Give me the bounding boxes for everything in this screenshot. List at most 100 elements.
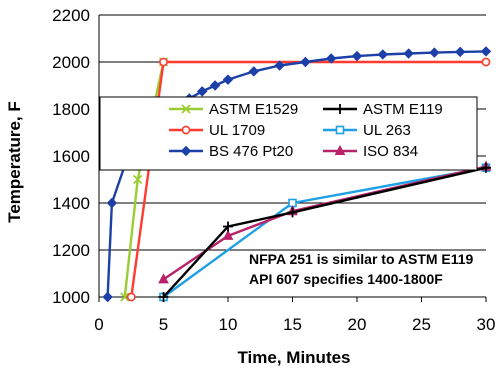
legend-box (99, 96, 478, 171)
point-bs-476-pt20-0-shape (102, 291, 113, 303)
y-tick-label-1000: 1000 (52, 288, 90, 307)
point-ul-1709-2-shape (481, 57, 491, 67)
point-ul-1709-0-shape (126, 292, 136, 302)
point-astm-e119-1 (223, 221, 233, 232)
y-tick-label-1600: 1600 (52, 147, 90, 166)
point-astm-e1529-0 (120, 292, 130, 302)
series-astm-e119 (158, 162, 491, 302)
point-ul-1709-1 (159, 57, 168, 67)
point-astm-e119-2-shape (287, 207, 298, 218)
legend-marker-bs-476-pt20 (180, 145, 192, 157)
point-iso-834-0-shape (158, 273, 169, 284)
point-bs-476-pt20-10-shape (222, 74, 234, 85)
legend-label-ul-263: UL 263 (363, 122, 411, 139)
point-bs-476-pt20-1-shape (106, 197, 118, 209)
legend-marker-iso-834-shape (334, 144, 346, 155)
x-tick-label-10: 10 (219, 315, 238, 334)
point-bs-476-pt20-18-shape (429, 47, 440, 58)
point-ul-1709-2 (481, 57, 491, 67)
point-bs-476-pt20-12 (274, 60, 285, 71)
axes: 1000 1200 1400 1600 1800 2000 2200 0 5 10 15 20 25 30 (52, 6, 495, 334)
point-bs-476-pt20-11 (248, 66, 260, 77)
point-bs-476-pt20-19 (454, 46, 466, 58)
x-tick-label-20: 20 (348, 315, 367, 334)
x-axis-title: Time, Minutes (237, 348, 350, 367)
point-ul-1709-0 (126, 292, 136, 302)
legend-item-astm-e119: ASTM E119 (323, 101, 443, 118)
x-tick-label-0: 0 (94, 315, 103, 334)
legend-marker-ul-1709 (181, 125, 191, 135)
point-bs-476-pt20-11-shape (248, 66, 260, 77)
legend-marker-bs-476-pt20-shape (180, 145, 192, 157)
point-bs-476-pt20-1 (106, 197, 118, 209)
point-bs-476-pt20-16 (377, 49, 389, 60)
point-bs-476-pt20-14-shape (325, 53, 337, 64)
legend-item-ul-263: UL 263 (323, 122, 411, 139)
point-bs-476-pt20-15-shape (351, 50, 363, 62)
x-tick-label-5: 5 (159, 315, 168, 334)
legend-marker-astm-e119 (335, 104, 345, 114)
point-bs-476-pt20-17 (403, 48, 414, 59)
point-bs-476-pt20-14 (325, 53, 337, 64)
point-astm-e1529-1 (133, 174, 143, 185)
point-bs-476-pt20-0 (102, 291, 113, 303)
legend-label-astm-e119: ASTM E119 (363, 101, 443, 118)
x-tick-label-25: 25 (412, 315, 431, 334)
point-astm-e1529-0-shape (120, 292, 130, 302)
point-bs-476-pt20-8-shape (196, 86, 208, 97)
legend-label-ul-1709: UL 1709 (209, 122, 265, 139)
point-bs-476-pt20-15 (351, 50, 363, 62)
point-astm-e119-1-shape (223, 221, 233, 232)
legend-marker-astm-e1529-shape (181, 104, 191, 114)
legend-marker-iso-834 (334, 144, 346, 155)
annotation-line-2: API 607 specifies 1400-1800F (249, 271, 443, 287)
legend-marker-ul-1709-shape (181, 125, 191, 135)
legend-item-astm-e1529: ASTM E1529 (169, 101, 298, 118)
point-bs-476-pt20-8 (196, 86, 208, 97)
point-astm-e119-3-shape (481, 162, 491, 173)
point-bs-476-pt20-16-shape (377, 49, 389, 60)
annotation-line-1: NFPA 251 is similar to ASTM E119 (249, 251, 474, 267)
legend-label-astm-e1529: ASTM E1529 (209, 101, 298, 118)
y-tick-label-2200: 2200 (52, 6, 90, 25)
point-astm-e119-0-shape (158, 292, 169, 302)
series-line-astm-e119 (162, 166, 487, 298)
point-bs-476-pt20-20-shape (480, 46, 492, 57)
annotations: NFPA 251 is similar to ASTM E119 API 607… (249, 251, 474, 287)
point-bs-476-pt20-13-shape (300, 56, 311, 68)
series-astm-e1529 (120, 57, 169, 302)
point-bs-476-pt20-18 (429, 47, 440, 58)
point-astm-e1529-1-shape (133, 174, 143, 185)
point-bs-476-pt20-9 (209, 80, 221, 91)
legend-marker-astm-e119-shape (335, 104, 345, 114)
point-iso-834-1-shape (222, 229, 234, 240)
point-bs-476-pt20-9-shape (209, 80, 221, 91)
y-tick-label-1400: 1400 (52, 194, 90, 213)
point-bs-476-pt20-19-shape (454, 46, 466, 58)
legend-item-bs-476-pt20: BS 476 Pt20 (169, 143, 293, 160)
legend-marker-ul-263 (335, 125, 345, 135)
point-bs-476-pt20-17-shape (403, 48, 414, 59)
point-astm-e119-3 (481, 162, 491, 173)
point-astm-e119-2 (287, 207, 298, 218)
point-bs-476-pt20-20 (480, 46, 492, 57)
legend-marker-ul-263-shape (335, 125, 345, 135)
legend-item-iso-834: ISO 834 (323, 143, 418, 160)
x-tick-label-15: 15 (283, 315, 302, 334)
legend-item-ul-1709: UL 1709 (169, 122, 265, 139)
y-tick-label-2000: 2000 (52, 53, 90, 72)
point-ul-1709-1-shape (159, 57, 168, 67)
series-ul-1709 (126, 57, 491, 302)
legend: ASTM E1529 ASTM E119 UL 1709 UL 263 BS 476 P… (99, 96, 478, 171)
x-tick-label-30: 30 (477, 315, 496, 334)
y-tick-label-1800: 1800 (52, 100, 90, 119)
point-bs-476-pt20-13 (300, 56, 311, 68)
y-tick-label-1200: 1200 (52, 241, 90, 260)
point-bs-476-pt20-10 (222, 74, 234, 85)
legend-marker-astm-e1529 (181, 104, 191, 114)
point-iso-834-0 (158, 273, 169, 284)
point-iso-834-1 (222, 229, 234, 240)
legend-label-bs-476-pt20: BS 476 Pt20 (209, 143, 293, 160)
point-bs-476-pt20-12-shape (274, 60, 285, 71)
